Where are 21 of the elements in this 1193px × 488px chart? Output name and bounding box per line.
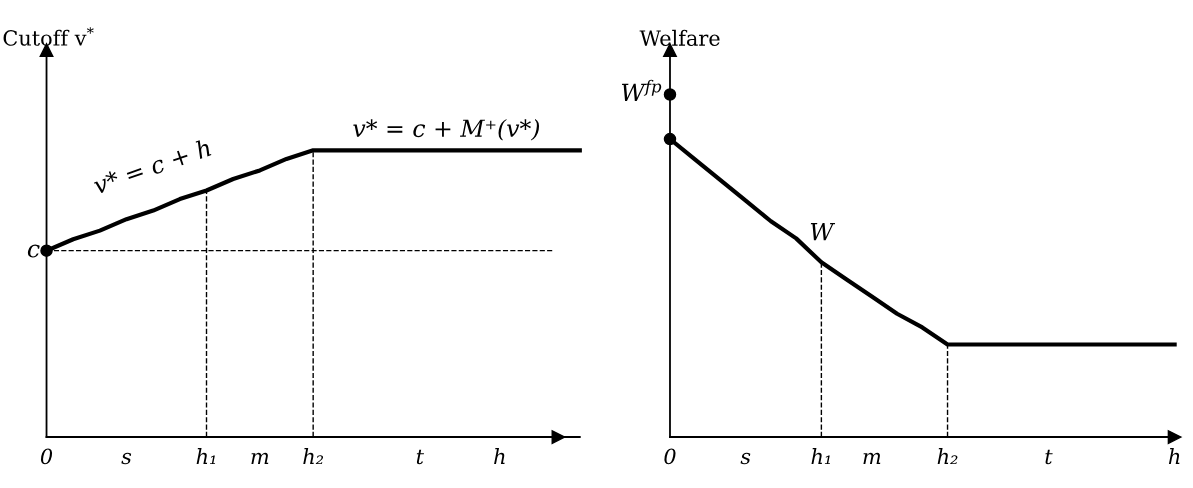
x-tick-label: h₂ <box>937 448 958 465</box>
ref-line-label: c <box>27 244 40 258</box>
x-tick-label: h <box>1168 448 1180 464</box>
x-tick-label: m <box>251 452 269 464</box>
x-tick-label: 0 <box>40 448 53 465</box>
x-tick-label: s <box>740 452 751 465</box>
x-tick-label: h₁ <box>811 448 830 465</box>
x-tick-label: h₂ <box>303 448 324 465</box>
text: v* = c + M⁺(v*) <box>353 118 540 141</box>
x-tick-label: h₁ <box>196 448 216 465</box>
annotation: W <box>810 223 836 241</box>
y-axis-title: Welfare <box>639 29 720 46</box>
text: W$^{fp}$ <box>621 79 662 101</box>
x-tick-label: h <box>494 448 505 464</box>
annotation: v* = c + h <box>92 138 212 195</box>
y-axis-title: Cutoff v$^{*}$ <box>3 27 94 46</box>
x-tick-label: t <box>416 449 425 465</box>
x-tick-label: m <box>863 452 881 464</box>
x-tick-label: t <box>1045 449 1053 465</box>
x-tick-label: 0 <box>664 448 676 465</box>
x-tick-label: s <box>121 452 132 465</box>
